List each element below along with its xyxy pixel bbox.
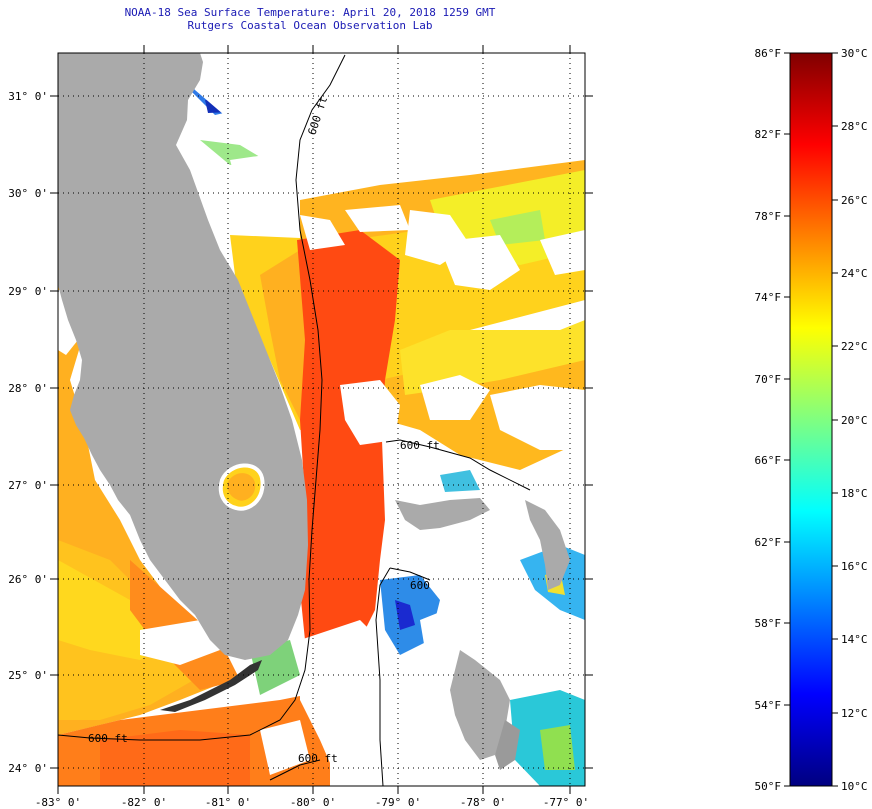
c-label: 26°C (841, 194, 868, 207)
lat-label: 25° 0' (8, 669, 48, 682)
abaco-island (525, 500, 570, 590)
florida-keys (160, 660, 262, 712)
lon-label: -80° 0' (290, 796, 336, 809)
lat-label: 24° 0' (8, 762, 48, 775)
c-label: 30°C (841, 47, 868, 60)
lon-label: -79° 0' (375, 796, 421, 809)
lat-label: 26° 0' (8, 573, 48, 586)
f-label: 86°F (755, 47, 782, 60)
map-panel: 600 ft 600 ft 600 600 ft 600 ft (58, 53, 585, 786)
f-label: 66°F (755, 454, 782, 467)
lon-label: -81° 0' (205, 796, 251, 809)
f-label: 62°F (755, 536, 782, 549)
c-label: 20°C (841, 414, 868, 427)
c-label: 18°C (841, 487, 868, 500)
lat-label: 28° 0' (8, 382, 48, 395)
isobath-contours (58, 54, 531, 786)
color-scale-bar (789, 52, 833, 787)
lon-label: -77° 0' (543, 796, 589, 809)
f-label: 50°F (755, 780, 782, 793)
longitude-labels: -83° 0' -82° 0' -81° 0' -80° 0' -79° 0' … (35, 796, 589, 809)
contour-label: 600 (410, 579, 430, 592)
temperature-legend: 86°F 82°F 78°F 74°F 70°F 66°F 62°F 58°F … (755, 47, 868, 793)
fahrenheit-labels: 86°F 82°F 78°F 74°F 70°F 66°F 62°F 58°F … (755, 47, 782, 793)
latitude-labels: 31° 0' 30° 0' 29° 0' 28° 0' 27° 0' 26° 0… (8, 90, 48, 775)
grand-bahama (395, 498, 490, 530)
f-label: 54°F (755, 699, 782, 712)
c-label: 28°C (841, 120, 868, 133)
f-label: 78°F (755, 210, 782, 223)
c-label: 22°C (841, 340, 868, 353)
andros-island (450, 650, 510, 760)
contour-label: 600 ft (298, 752, 338, 765)
f-label: 82°F (755, 128, 782, 141)
map-frame (57, 52, 586, 787)
contour-label: 600 ft (400, 439, 440, 452)
c-label: 16°C (841, 560, 868, 573)
lat-lon-grid (58, 53, 585, 786)
c-label: 14°C (841, 633, 868, 646)
axis-ticks (50, 45, 593, 794)
f-label: 70°F (755, 373, 782, 386)
lon-label: -82° 0' (121, 796, 167, 809)
c-label: 12°C (841, 707, 868, 720)
f-label: 74°F (755, 291, 782, 304)
lat-label: 27° 0' (8, 479, 48, 492)
lat-label: 31° 0' (8, 90, 48, 103)
lat-label: 29° 0' (8, 285, 48, 298)
lon-label: -83° 0' (35, 796, 81, 809)
lat-label: 30° 0' (8, 187, 48, 200)
map-subtitle: Rutgers Coastal Ocean Observation Lab (187, 19, 433, 32)
celsius-labels: 30°C 28°C 26°C 24°C 22°C 20°C 18°C 16°C … (841, 47, 868, 793)
cloud-cover (58, 55, 585, 786)
contour-label: 600 ft (88, 732, 128, 745)
c-label: 24°C (841, 267, 868, 280)
map-title: NOAA-18 Sea Surface Temperature: April 2… (124, 6, 496, 19)
legend-ticks (784, 52, 838, 787)
lon-label: -78° 0' (460, 796, 506, 809)
c-label: 10°C (841, 780, 868, 793)
f-label: 58°F (755, 617, 782, 630)
